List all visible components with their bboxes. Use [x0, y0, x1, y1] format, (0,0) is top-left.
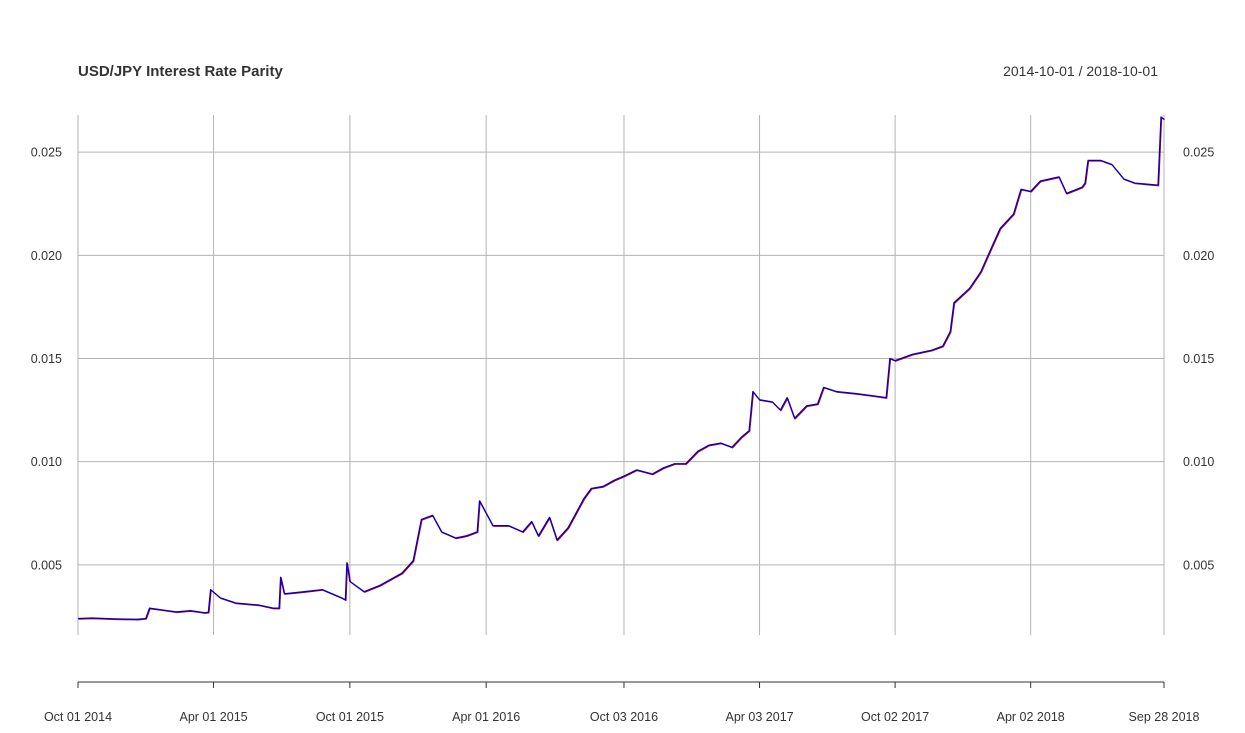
chart-title: USD/JPY Interest Rate Parity: [78, 63, 283, 80]
y-tick-label-left: 0.010: [31, 455, 62, 469]
x-tick-label: Oct 01 2015: [316, 710, 384, 724]
y-axis-labels: 0.005 0.005 0.010 0.010 0.015 0.015 0.020 0.020…: [31, 146, 1215, 573]
x-tick-label: Apr 02 2018: [997, 710, 1065, 724]
series-line-secondary: [78, 117, 1165, 621]
y-tick-label-right: 0.025: [1183, 146, 1214, 160]
x-tick-label: Apr 01 2015: [180, 710, 248, 724]
y-tick-label-right: 0.015: [1183, 352, 1214, 366]
y-tick-label-right: 0.020: [1183, 249, 1214, 263]
x-axis-labels: Oct 01 2014 Apr 01 2015 Oct 01 2015 Apr 01 …: [44, 710, 1200, 724]
y-tick-label-right: 0.005: [1183, 558, 1214, 572]
y-tick-label-right: 0.010: [1183, 455, 1214, 469]
y-tick-label-left: 0.025: [31, 146, 62, 160]
x-tick-label: Apr 01 2016: [452, 710, 520, 724]
y-tick-label-left: 0.015: [31, 352, 62, 366]
date-range: 2014-10-01 / 2018-10-01: [1003, 63, 1158, 79]
series-lines: [77, 116, 1165, 621]
x-tick-label: Apr 03 2017: [725, 710, 793, 724]
x-axis: [77, 681, 1165, 688]
y-tick-label-left: 0.020: [31, 249, 62, 263]
x-tick-label: Sep 28 2018: [1129, 710, 1200, 724]
series-line: [77, 116, 1165, 620]
x-tick-label: Oct 03 2016: [590, 710, 658, 724]
y-tick-label-left: 0.005: [31, 558, 62, 572]
grid: [77, 115, 1165, 635]
x-tick-label: Oct 02 2017: [861, 710, 929, 724]
x-tick-label: Oct 01 2014: [44, 710, 112, 724]
